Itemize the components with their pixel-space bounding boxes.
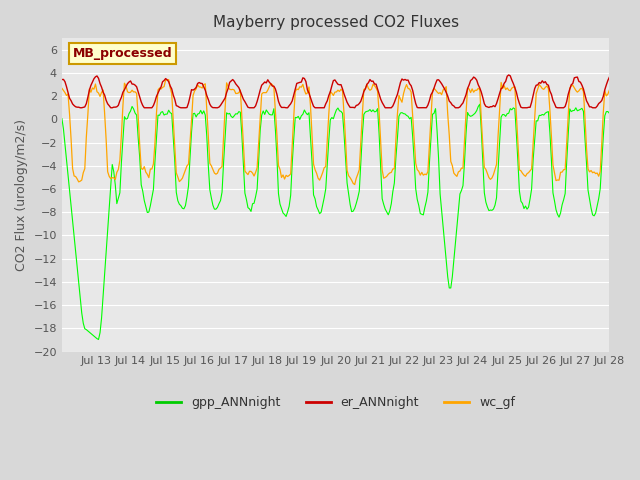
Title: Mayberry processed CO2 Fluxes: Mayberry processed CO2 Fluxes — [212, 15, 459, 30]
Legend: gpp_ANNnight, er_ANNnight, wc_gf: gpp_ANNnight, er_ANNnight, wc_gf — [151, 391, 520, 414]
Text: MB_processed: MB_processed — [73, 47, 173, 60]
Y-axis label: CO2 Flux (urology/m2/s): CO2 Flux (urology/m2/s) — [15, 119, 28, 271]
